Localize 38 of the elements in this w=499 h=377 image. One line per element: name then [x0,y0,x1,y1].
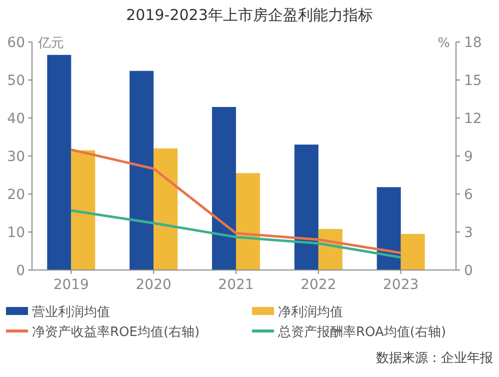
y2-tick-label: 3 [464,225,473,241]
y-tick-label: 50 [7,73,25,89]
bar [47,54,72,270]
x-tick-label: 2020 [136,277,172,293]
source-note: 数据来源：企业年报 [376,351,493,366]
y-axis-title: 亿元 [37,36,64,51]
legend-label: 总资产报酬率ROA均值(右轴) [277,324,446,340]
y-tick-label: 10 [7,225,25,241]
y2-tick-label: 12 [464,111,482,127]
bar [71,150,96,270]
y-tick-label: 40 [7,111,25,127]
x-tick-label: 2021 [218,277,254,293]
y2-tick-label: 15 [464,73,482,89]
y2-axis-title: % [438,36,450,51]
x-tick-label: 2022 [300,277,336,293]
bar [376,187,401,270]
legend-label: 净资产收益率ROE均值(右轴) [32,324,200,340]
y2-tick-label: 9 [464,149,473,165]
y2-tick-label: 18 [464,35,482,51]
y2-tick-label: 0 [464,263,473,279]
y-tick-label: 20 [7,187,25,203]
x-tick-label: 2019 [53,277,89,293]
bar [236,173,260,270]
y2-tick-label: 6 [464,187,473,203]
y-tick-label: 30 [7,149,25,165]
bar [130,70,154,270]
bar [400,234,425,270]
bar [154,148,178,270]
legend-label: 营业利润均值 [32,305,110,320]
line-series [70,148,402,254]
bar [294,144,318,270]
legend-label: 净利润均值 [278,305,343,320]
y-tick-label: 0 [16,263,25,279]
bar [212,106,236,270]
line-series [70,209,402,259]
chart-title: 2019-2023年上市房企盈利能力指标 [126,6,373,24]
x-tick-label: 2023 [383,277,419,293]
y-tick-label: 60 [7,35,25,51]
